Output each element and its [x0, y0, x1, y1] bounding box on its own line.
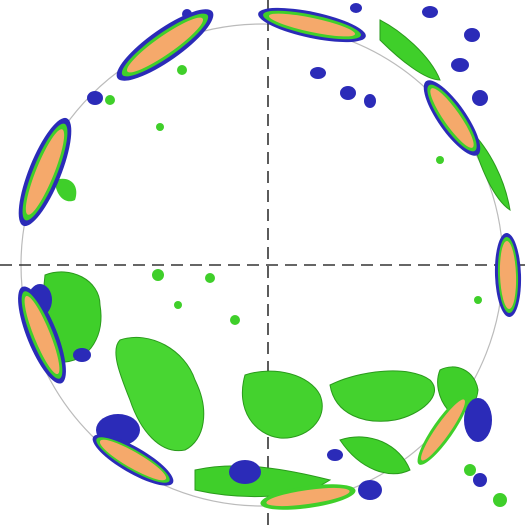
green-vortex-blobs	[42, 19, 511, 507]
vortex-blob	[493, 493, 507, 507]
blades	[18, 7, 522, 510]
vortex-blob	[379, 19, 441, 81]
blade-body	[499, 241, 517, 309]
vortex-blob	[310, 67, 326, 79]
blade	[423, 80, 481, 156]
blade-body	[421, 399, 465, 461]
blade	[417, 395, 469, 465]
vortex-blob	[422, 6, 438, 18]
vortex-blob	[55, 178, 77, 202]
vortex-blob	[464, 28, 480, 42]
vortex-blob	[464, 464, 476, 476]
vortex-blob	[472, 90, 488, 106]
vortex-blob	[340, 86, 356, 100]
vortex-blob	[87, 91, 103, 105]
vortex-blob	[229, 460, 261, 484]
vortex-blob	[241, 370, 323, 439]
blade	[18, 286, 66, 384]
blue-vortex-blobs	[28, 3, 492, 500]
blade-body	[25, 129, 65, 215]
vortex-blob	[156, 123, 164, 131]
vortex-blob	[205, 273, 215, 283]
blade	[116, 9, 214, 81]
vortex-blob	[339, 436, 411, 475]
blade-body	[430, 88, 474, 148]
vortex-blob	[474, 296, 482, 304]
blade	[260, 484, 356, 510]
vortex-blob	[73, 348, 91, 362]
vortex-blob	[473, 473, 487, 487]
vortex-blob	[174, 301, 182, 309]
vortex-blob	[230, 315, 240, 325]
vortex-blob	[329, 370, 436, 422]
vortex-blob	[358, 480, 382, 500]
blade-body	[268, 13, 356, 37]
vortex-blob	[364, 94, 376, 108]
blade-body	[266, 487, 350, 507]
vortex-blob	[436, 156, 444, 164]
vortex-blob	[115, 336, 205, 452]
blade-body	[99, 439, 167, 481]
blade	[18, 117, 72, 227]
blade	[92, 434, 174, 486]
blade	[494, 233, 522, 317]
blade-body	[24, 295, 60, 375]
vortex-blob	[105, 95, 115, 105]
vortex-blob	[451, 58, 469, 72]
blade-body	[126, 17, 204, 73]
vortex-blob	[327, 449, 343, 461]
blade	[258, 7, 366, 43]
vortex-blob	[177, 65, 187, 75]
vortex-blob	[464, 398, 492, 442]
vortex-blob	[152, 269, 164, 281]
vortex-blob	[350, 3, 362, 13]
